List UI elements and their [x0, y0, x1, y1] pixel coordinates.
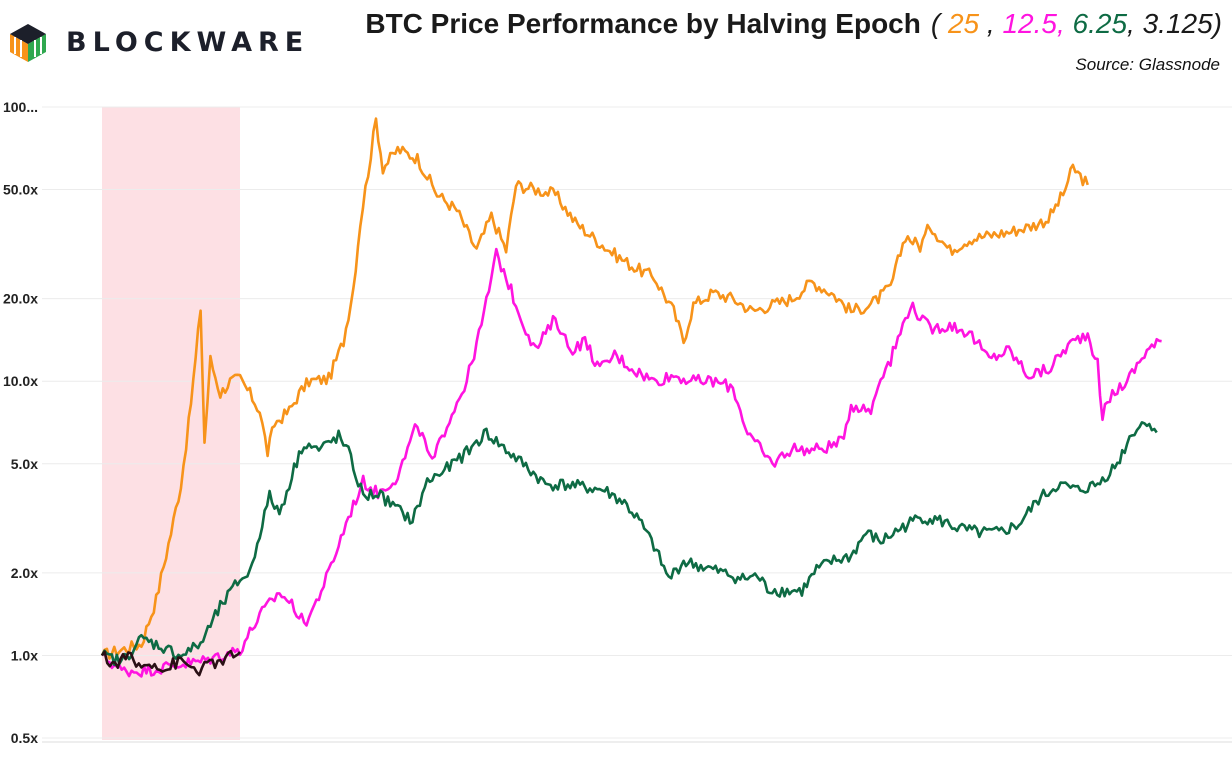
series-line-6-25 — [100, 421, 1158, 667]
y-tick-label: 100... — [3, 99, 38, 115]
series-line-3-125 — [100, 649, 242, 677]
legend-item-12-5: 12.5, — [1002, 8, 1065, 39]
y-tick-label: 5.0x — [11, 456, 38, 472]
chart-source: Source: Glassnode — [1075, 55, 1220, 74]
legend-item-6-25: 6.25 — [1072, 8, 1128, 39]
legend-item-3-125: 3.125 — [1142, 8, 1213, 39]
y-tick-label: 0.5x — [11, 730, 38, 746]
y-tick-label: 10.0x — [3, 373, 38, 389]
y-tick-label: 50.0x — [3, 182, 38, 198]
brand-header: BLOCKWARE — [6, 20, 309, 64]
chart-legend: ( 25 , 12.5, 6.25, 3.125) — [930, 8, 1222, 39]
legend-item-25: 25 — [947, 8, 980, 39]
blockware-logo-icon — [10, 24, 46, 62]
chart-title-text: BTC Price Performance by Halving Epoch — [365, 8, 921, 39]
series-line-12-5 — [100, 247, 1162, 678]
y-tick-label: 1.0x — [11, 647, 38, 663]
shaded-region — [102, 107, 240, 740]
chart-title: BTC Price Performance by Halving Epoch ( … — [365, 8, 1222, 40]
brand-name: BLOCKWARE — [66, 26, 310, 58]
y-tick-label: 20.0x — [3, 291, 38, 307]
y-tick-label: 2.0x — [11, 565, 38, 581]
series-line-25 — [100, 117, 1089, 660]
